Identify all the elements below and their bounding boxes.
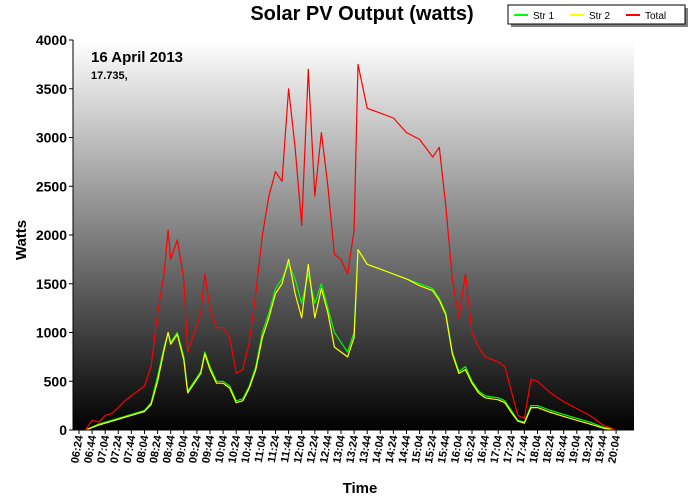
legend-label-total: Total xyxy=(645,11,666,22)
x-tick-label: 12:04 xyxy=(292,434,309,465)
x-tick-label: 18:24 xyxy=(541,434,558,465)
x-tick-label: 10:44 xyxy=(240,434,257,465)
legend-label-str-2: Str 2 xyxy=(589,11,611,22)
x-tick-label: 17:44 xyxy=(515,434,532,465)
series-line-str-2 xyxy=(85,249,617,431)
x-tick-label: 09:44 xyxy=(200,434,217,465)
x-tick-label: 13:44 xyxy=(357,434,374,465)
x-ticks: 06:2406:4407:0407:2407:4408:0408:2408:44… xyxy=(69,430,623,464)
x-tick-label: 16:44 xyxy=(475,434,492,465)
y-tick-label: 1000 xyxy=(36,325,67,341)
series-line-total xyxy=(85,63,617,431)
daily-total-annotation: 17.735, xyxy=(91,70,128,82)
x-tick-label: 09:04 xyxy=(174,434,191,465)
legend-label-str-1: Str 1 xyxy=(533,11,555,22)
x-tick-label: 09:24 xyxy=(187,434,204,465)
x-tick-label: 15:44 xyxy=(436,434,453,465)
x-tick-label: 11:44 xyxy=(279,434,296,464)
x-tick-label: 19:04 xyxy=(567,434,584,465)
y-tick-label: 2500 xyxy=(36,178,67,194)
x-tick-label: 17:04 xyxy=(488,434,505,465)
x-tick-label: 07:44 xyxy=(122,434,139,465)
series-layer xyxy=(85,63,617,431)
x-tick-label: 16:24 xyxy=(462,434,479,465)
x-tick-label: 15:24 xyxy=(423,434,440,465)
x-tick-label: 16:04 xyxy=(449,434,466,465)
x-tick-label: 19:24 xyxy=(580,434,597,465)
x-tick-label: 17:24 xyxy=(502,434,519,465)
y-tick-label: 500 xyxy=(44,373,68,389)
x-tick-label: 08:04 xyxy=(135,434,152,465)
y-tick-label: 3000 xyxy=(36,130,67,146)
legend-box xyxy=(507,4,686,25)
x-tick-label: 10:04 xyxy=(213,434,230,465)
x-tick-label: 14:04 xyxy=(371,434,388,465)
x-tick-label: 20:04 xyxy=(606,434,623,465)
x-tick-label: 15:04 xyxy=(410,434,427,465)
y-tick-label: 4000 xyxy=(36,32,67,48)
x-tick-label: 11:04 xyxy=(253,434,270,464)
x-tick-label: 14:24 xyxy=(384,434,401,465)
y-tick-label: 3500 xyxy=(36,81,67,97)
legend-items: Str 1 Str 2 Total xyxy=(514,11,666,22)
x-tick-label: 06:44 xyxy=(82,434,99,465)
legend: Str 1 Str 2 Total xyxy=(507,4,688,27)
y-tick-label: 1500 xyxy=(36,276,67,292)
x-tick-label: 13:04 xyxy=(331,434,348,465)
x-tick-label: 08:24 xyxy=(148,434,165,465)
x-tick-label: 12:44 xyxy=(318,434,335,465)
x-tick-label: 11:24 xyxy=(266,434,283,464)
y-ticks: 0 500 1000 1500 2000 2500 3000 3500 4000 xyxy=(36,32,73,438)
x-tick-label: 14:44 xyxy=(397,434,414,465)
x-tick-label: 18:04 xyxy=(528,434,545,465)
chart-title: Solar PV Output (watts) xyxy=(250,3,473,25)
x-tick-label: 07:04 xyxy=(95,434,112,465)
x-tick-label: 10:24 xyxy=(226,434,243,465)
y-tick-label: 2000 xyxy=(36,227,67,243)
x-axis-label: Time xyxy=(343,480,378,497)
x-tick-label: 18:44 xyxy=(554,434,571,465)
y-tick-label: 0 xyxy=(59,422,67,438)
date-annotation: 16 April 2013 xyxy=(91,49,183,66)
x-tick-label: 19:44 xyxy=(593,434,610,465)
x-tick-label: 08:44 xyxy=(161,434,178,465)
x-tick-label: 12:24 xyxy=(305,434,322,465)
y-axis-label: Watts xyxy=(13,220,30,260)
x-tick-label: 07:24 xyxy=(109,434,126,465)
x-tick-label: 06:24 xyxy=(69,434,86,465)
x-tick-label: 13:24 xyxy=(344,434,361,465)
